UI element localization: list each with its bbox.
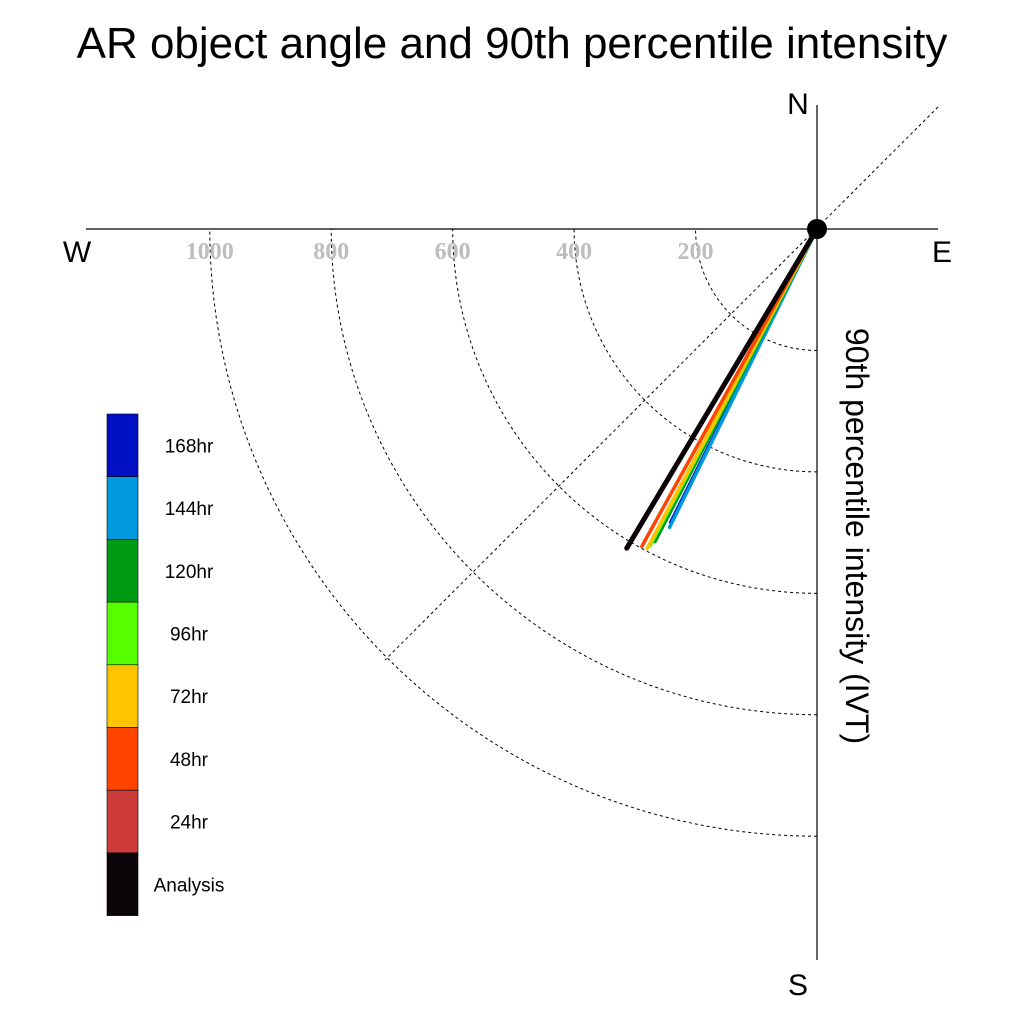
diagonal-reference-line: [384, 106, 939, 661]
legend-swatch-96hr: [106, 601, 139, 666]
chart-title: AR object angle and 90th percentile inte…: [77, 19, 948, 68]
legend-swatch-48hr: [106, 727, 139, 791]
legend-label: 120hr: [165, 562, 214, 583]
radial-tick-labels: 200 400 600 800 1000: [186, 239, 714, 265]
origin-marker: [807, 219, 827, 239]
legend-swatch-24hr: [106, 789, 139, 854]
legend-label: 96hr: [170, 624, 209, 645]
tick-label: 400: [556, 239, 592, 265]
grid-arc-600: [452, 228, 818, 594]
legend-swatch-analysis: [106, 852, 139, 916]
compass-axes: [86, 105, 939, 960]
grid-arc-400: [573, 228, 818, 473]
legend-label: 144hr: [165, 499, 214, 520]
tick-label: 200: [678, 239, 714, 265]
compass-east-label: E: [932, 236, 952, 269]
legend-label: 48hr: [170, 750, 209, 771]
tick-label: 800: [313, 239, 349, 265]
grid-arc-200: [695, 228, 818, 351]
legend: 168hr 144hr 120hr 96hr 72hr 48hr 24hr Analysis: [106, 413, 225, 916]
legend-label: 168hr: [165, 436, 214, 457]
legend-swatch-144hr: [106, 476, 139, 540]
compass-west-label: W: [63, 236, 92, 269]
legend-swatch-72hr: [106, 664, 139, 728]
legend-swatch-120hr: [106, 539, 139, 603]
legend-label: 24hr: [170, 813, 209, 834]
tick-label: 600: [435, 239, 471, 265]
legend-swatch-168hr: [106, 413, 139, 478]
radial-grid: [209, 228, 818, 837]
legend-label: Analysis: [154, 875, 225, 896]
forecast-vectors: [624, 226, 820, 551]
compass-north-label: N: [787, 88, 809, 121]
vector-analysis: [624, 226, 820, 551]
y-axis-title: 90th percentile intensity (IVT): [839, 328, 875, 744]
tick-label: 1000: [186, 239, 234, 265]
compass-south-label: S: [788, 969, 808, 1002]
grid-arc-1000: [209, 228, 818, 837]
grid-arc-800: [330, 228, 818, 716]
legend-label: 72hr: [170, 687, 209, 708]
